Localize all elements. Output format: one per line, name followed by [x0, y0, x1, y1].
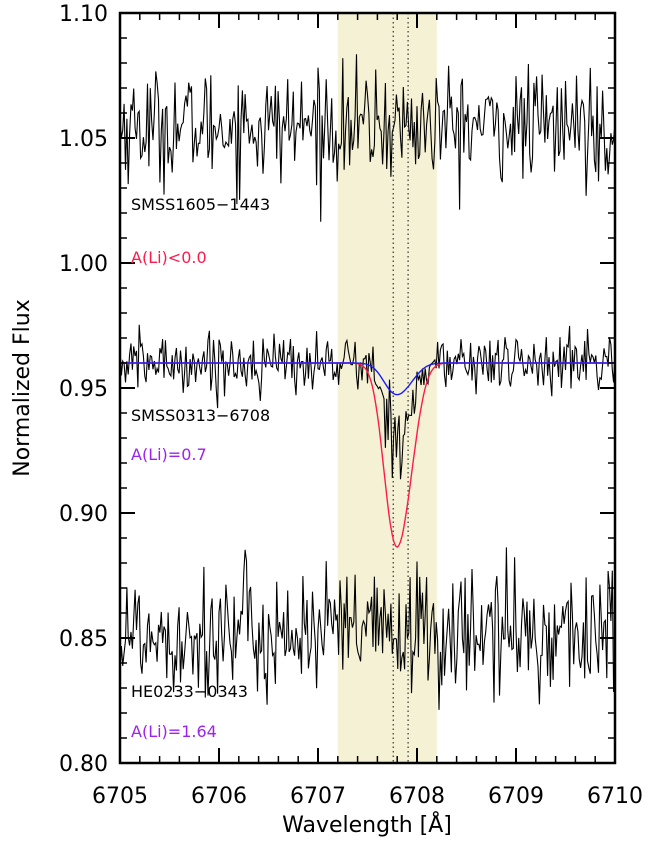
y-tick-label: 1.10 [59, 2, 108, 27]
y-tick-label: 0.90 [59, 502, 108, 527]
x-tick-label: 6706 [191, 784, 247, 809]
annotation-label: HE0233−0343 [131, 682, 248, 701]
annotation-label: SMSS0313−6708 [131, 406, 270, 425]
x-tick-label: 6708 [389, 784, 445, 809]
y-tick-label: 0.80 [59, 752, 108, 777]
annotation-label: A(Li)=0.7 [131, 445, 207, 464]
annotation-label: SMSS1605−1443 [131, 195, 270, 214]
annotations: SMSS1605−1443 A(Li)<0.0 SMSS0313−6708 A(Li)… [131, 195, 270, 741]
series-smss0313-6708 [119, 324, 616, 480]
x-tick-label: 6707 [290, 784, 346, 809]
spectra [119, 54, 616, 710]
series-smss1605-1443 [119, 54, 616, 222]
y-tick-label: 0.95 [59, 377, 108, 402]
y-axis-title: Normalized Flux [10, 299, 35, 476]
x-tick-label: 6705 [92, 784, 148, 809]
axis-ticks: 6705 6706 6707 6708 6709 6710 0.80 0.85 0.90 0.95… [59, 2, 643, 809]
y-tick-label: 1.05 [59, 127, 108, 152]
annotation-label: A(Li)=1.64 [131, 722, 217, 741]
y-tick-label: 1.00 [59, 252, 108, 277]
reference-lines [392, 13, 409, 763]
series-upper-limit-synthesis [120, 362, 615, 396]
y-tick-label: 0.85 [59, 627, 108, 652]
x-tick-label: 6710 [587, 784, 643, 809]
series-he0233-0343 [119, 547, 616, 710]
x-tick-label: 6709 [488, 784, 544, 809]
annotation-label: A(Li)<0.0 [131, 248, 207, 267]
x-axis-title: Wavelength [Å] [282, 811, 452, 838]
